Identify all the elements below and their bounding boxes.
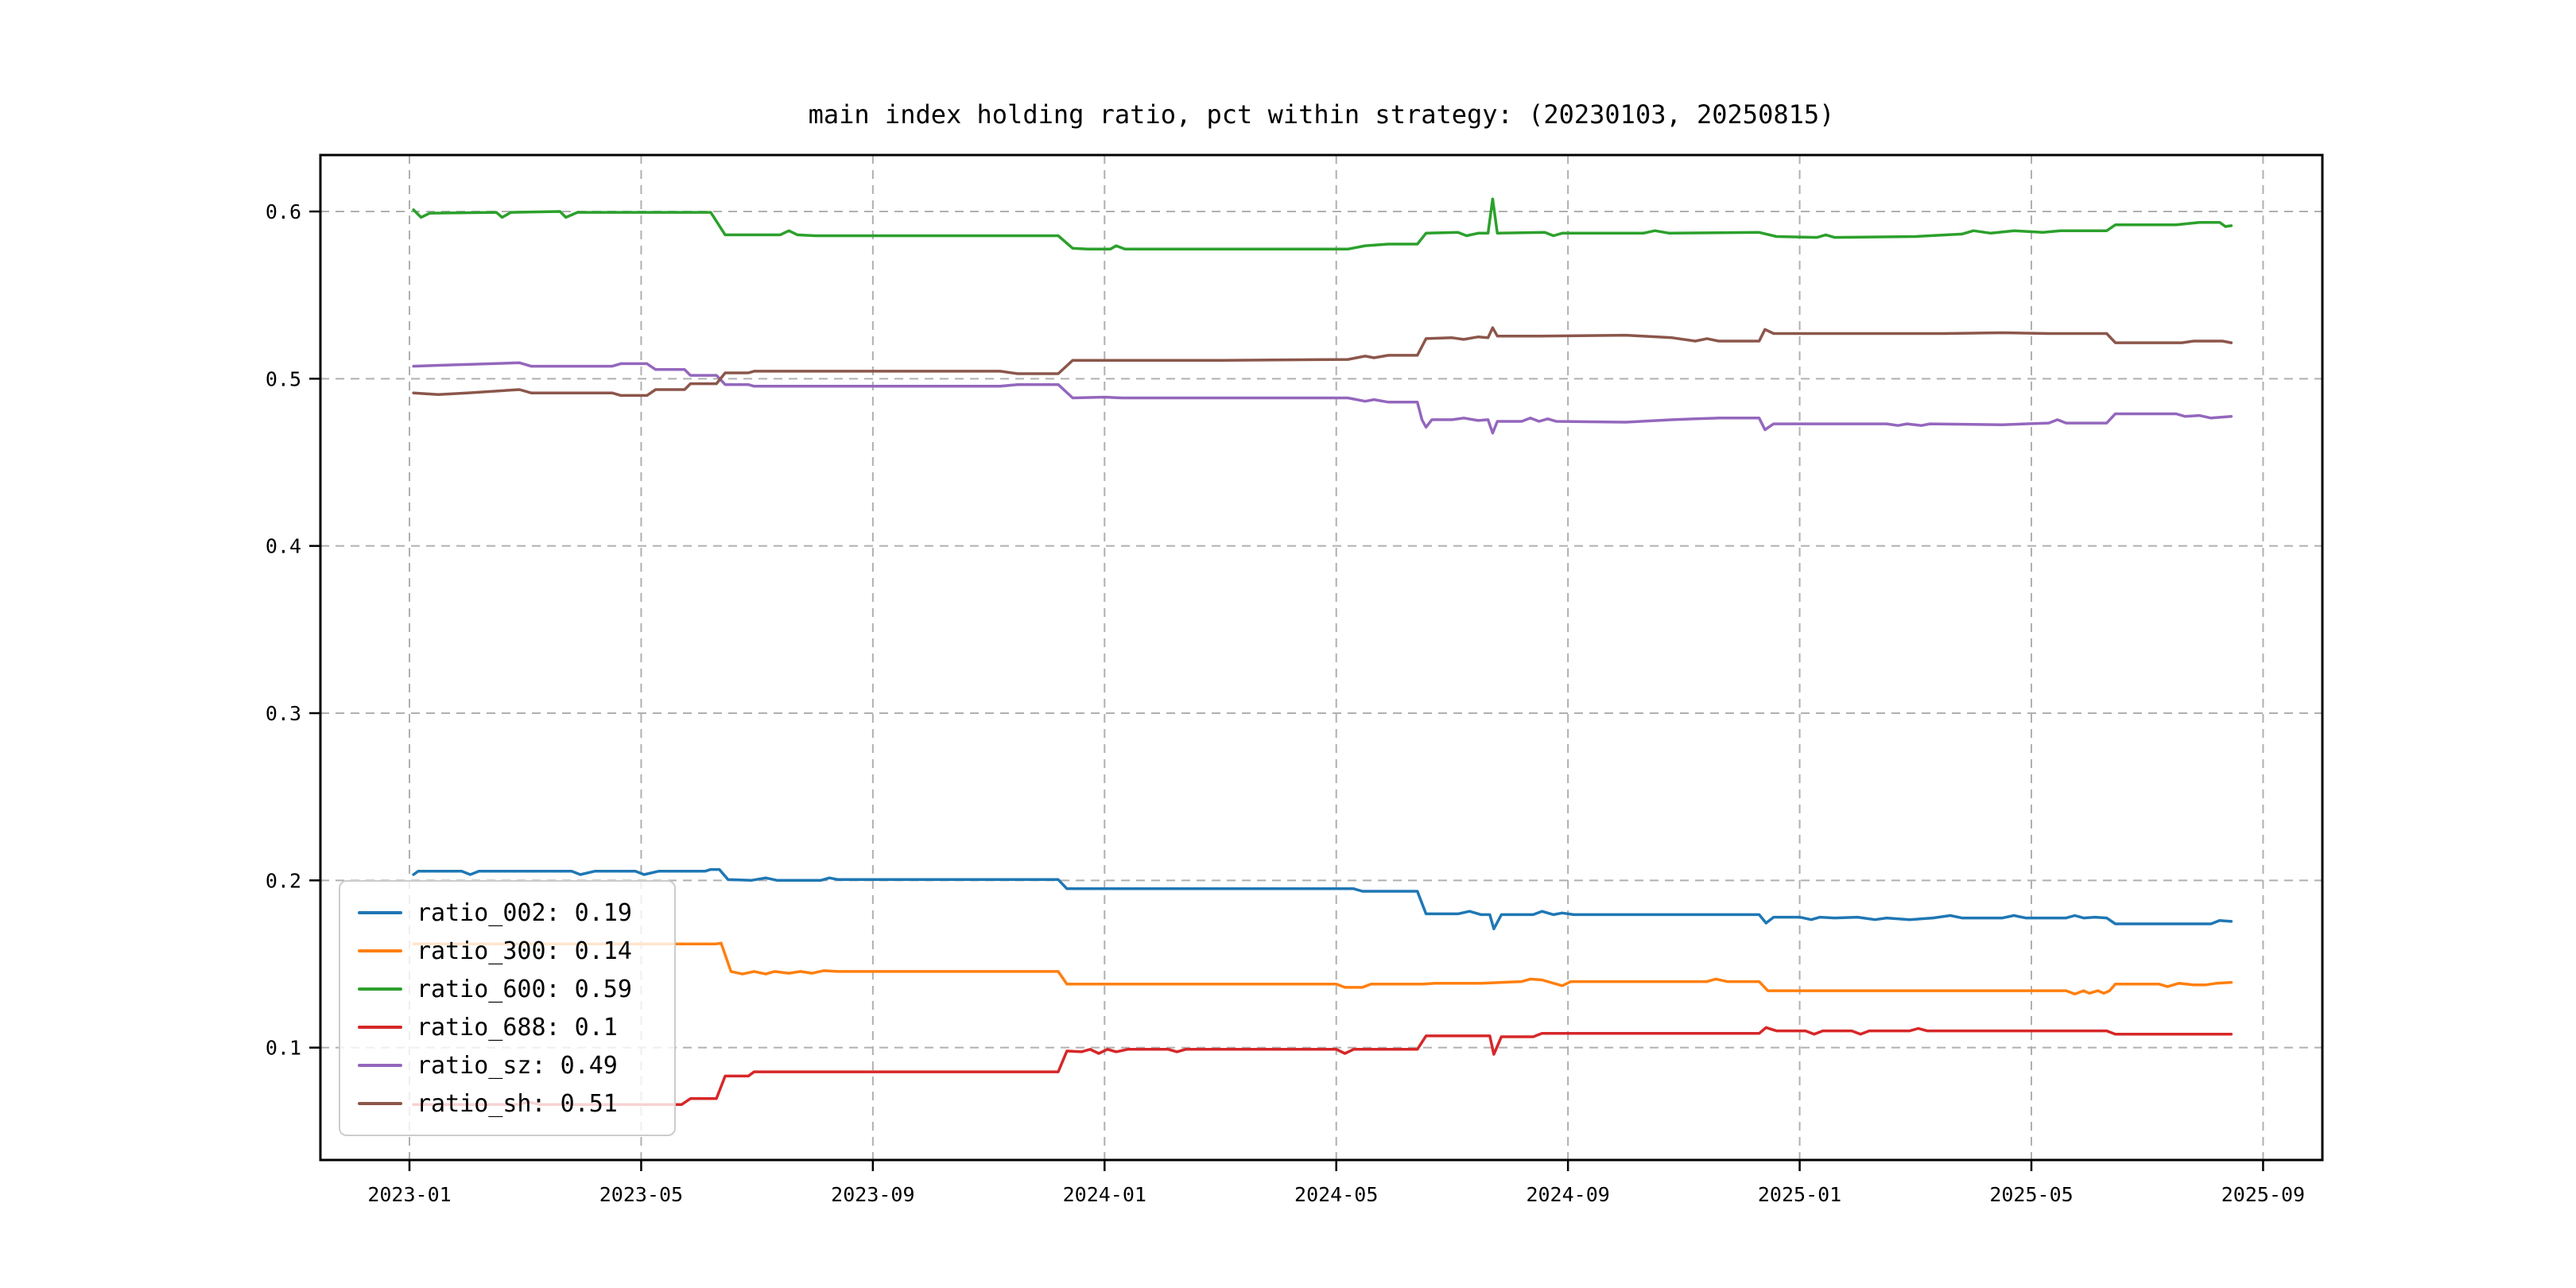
legend-line-swatch [358,1064,402,1067]
legend-item-label: ratio_300: 0.14 [417,937,632,965]
x-tick-label: 2025-01 [1758,1183,1841,1206]
y-tick-label: 0.5 [266,367,301,390]
x-tick-label: 2023-01 [367,1183,451,1206]
x-tick-label: 2023-05 [599,1183,683,1206]
y-tick-label: 0.1 [266,1037,301,1060]
y-tick-label: 0.2 [266,869,301,892]
y-tick-label: 0.4 [266,535,301,558]
y-tick-label: 0.3 [266,702,301,725]
legend-item-label: ratio_688: 0.1 [417,1013,618,1042]
legend-item-label: ratio_600: 0.59 [417,975,632,1003]
legend-item: ratio_688: 0.1 [358,1009,666,1046]
legend-line-swatch [358,949,402,952]
legend-item: ratio_600: 0.59 [358,971,666,1007]
legend-line-swatch [358,1026,402,1029]
series-line-ratio_sz [412,361,2233,435]
legend-line-swatch [358,911,402,914]
legend-item: ratio_sh: 0.51 [358,1085,666,1122]
legend: ratio_002: 0.19 ratio_300: 0.14 ratio_600:… [339,880,676,1136]
x-tick-label: 2025-05 [1989,1183,2073,1206]
series-line-ratio_600 [412,197,2233,251]
series-line-ratio_sh [412,326,2233,398]
legend-item: ratio_300: 0.14 [358,933,666,969]
x-tick-label: 2024-05 [1294,1183,1378,1206]
x-tick-label: 2024-09 [1526,1183,1609,1206]
y-tick-label: 0.6 [266,200,301,223]
legend-item: ratio_002: 0.19 [358,894,666,931]
x-tick-label: 2023-09 [831,1183,914,1206]
legend-line-swatch [358,987,402,991]
chart-title: main index holding ratio, pct within str… [808,99,1835,130]
series-line-ratio_688 [412,1026,2233,1106]
series-line-ratio_002 [412,867,2233,931]
legend-item-label: ratio_002: 0.19 [417,898,632,927]
legend-line-swatch [358,1102,402,1105]
series-line-ratio_300 [412,941,2233,996]
x-tick-label: 2025-09 [2221,1183,2305,1206]
legend-item-label: ratio_sh: 0.51 [417,1089,618,1118]
legend-item-label: ratio_sz: 0.49 [417,1051,618,1080]
plot-border [319,153,2324,1162]
x-tick-label: 2024-01 [1063,1183,1146,1206]
legend-item: ratio_sz: 0.49 [358,1047,666,1084]
